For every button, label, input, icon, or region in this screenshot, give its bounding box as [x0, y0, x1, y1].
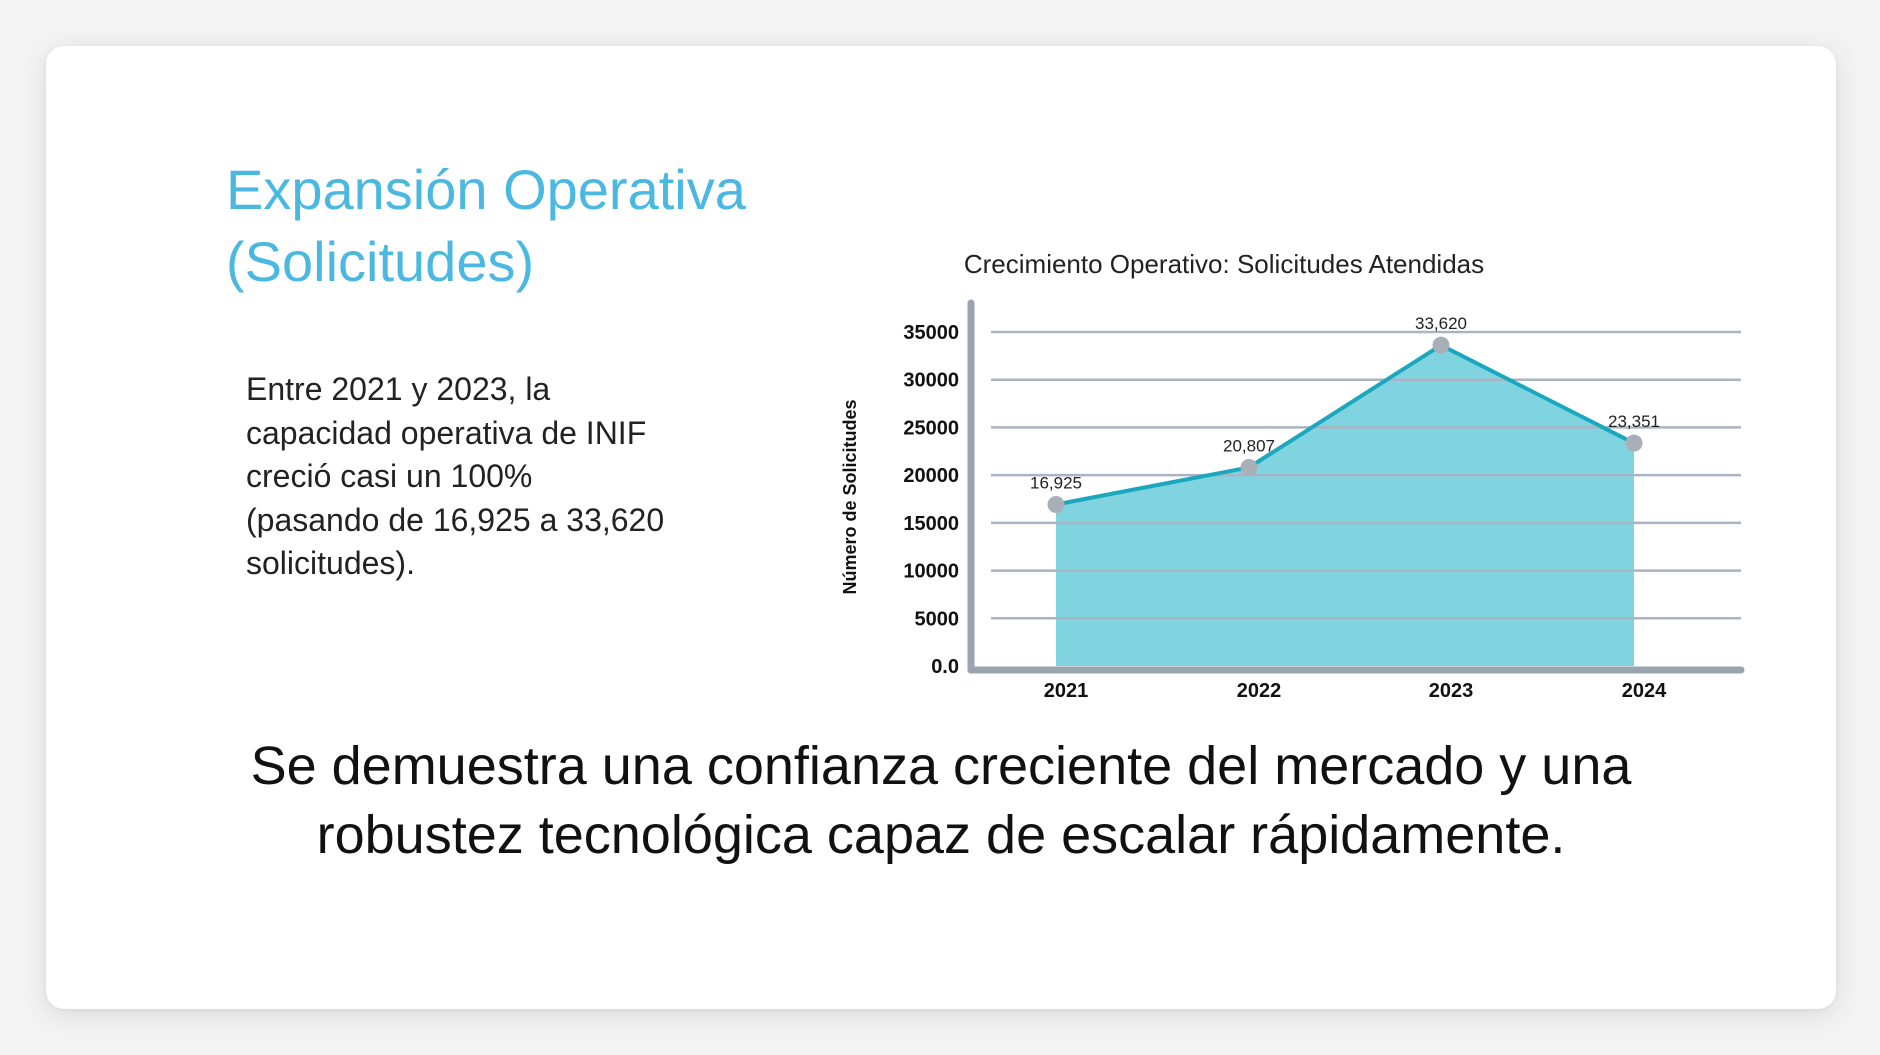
- slide-title: Expansión Operativa (Solicitudes): [226, 154, 866, 298]
- x-tick-label: 2024: [1622, 680, 1667, 702]
- y-tick-label: 25000: [903, 417, 959, 439]
- data-label: 16,925: [1030, 473, 1082, 492]
- x-tick-label: 2023: [1429, 680, 1474, 702]
- data-point: [1240, 458, 1258, 476]
- data-point: [1625, 434, 1643, 452]
- slide-title-line-2: (Solicitudes): [226, 230, 535, 293]
- series-line: [1055, 343, 1635, 507]
- data-label: 20,807: [1223, 436, 1275, 455]
- conclusion-text: Se demuestra una confianza creciente del…: [46, 732, 1836, 870]
- y-tick-label: 0.0: [931, 656, 959, 678]
- y-tick-label: 10000: [903, 561, 959, 583]
- area-fill: [1056, 345, 1634, 666]
- data-point: [1432, 336, 1450, 354]
- y-tick-label: 20000: [903, 465, 959, 487]
- slide-title-line-1: Expansión Operativa: [226, 158, 746, 221]
- chart-title: Crecimiento Operativo: Solicitudes Atend…: [964, 249, 1484, 279]
- chart-container: Crecimiento Operativo: Solicitudes Atend…: [816, 231, 1776, 731]
- area-chart: Crecimiento Operativo: Solicitudes Atend…: [840, 249, 1745, 702]
- x-tick-label: 2022: [1237, 680, 1282, 702]
- data-point: [1047, 495, 1065, 513]
- data-label: 33,620: [1415, 314, 1467, 333]
- y-tick-label: 30000: [903, 370, 959, 392]
- y-axis-label: Número de Solicitudes: [840, 399, 860, 594]
- data-label: 23,351: [1608, 412, 1660, 431]
- conclusion-line-1: Se demuestra una confianza creciente del…: [250, 736, 1632, 796]
- slide: Expansión Operativa (Solicitudes) Entre …: [46, 46, 1836, 1009]
- conclusion-line-2: robustez tecnológica capaz de escalar rá…: [316, 805, 1566, 865]
- x-tick-label: 2021: [1044, 680, 1089, 702]
- y-tick-label: 15000: [903, 513, 959, 535]
- body-paragraph: Entre 2021 y 2023, la capacidad operativ…: [246, 371, 665, 581]
- y-tick-label: 5000: [915, 608, 960, 630]
- y-tick-label: 35000: [903, 322, 959, 344]
